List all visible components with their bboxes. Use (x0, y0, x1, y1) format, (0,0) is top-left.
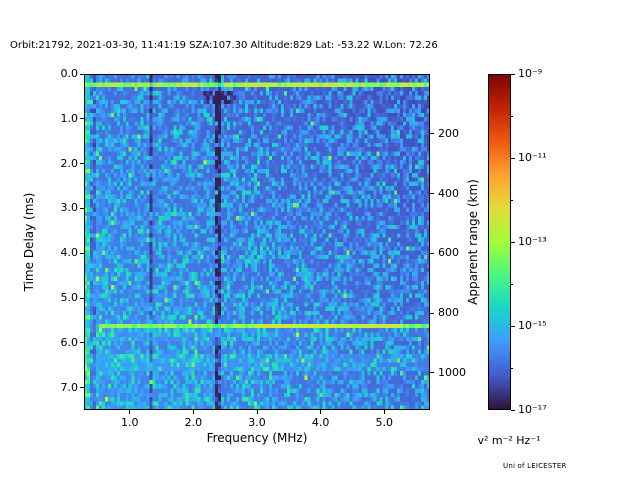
range-tick-label: 200 (438, 126, 459, 140)
y-tick-label: 7.0 (60, 380, 79, 394)
x-tick-label: 4.0 (311, 416, 330, 429)
colorbar-tick-label: 10⁻¹⁷ (518, 403, 547, 416)
x-tick-label: 1.0 (121, 416, 139, 429)
range-tick-mark (430, 372, 434, 374)
colorbar-tick-mark (511, 73, 515, 75)
x-tick-mark (320, 410, 322, 414)
y-tick-label: 5.0 (60, 291, 79, 304)
ionogram-heatmap (84, 74, 430, 410)
colorbar-tick-mark (511, 409, 515, 411)
x-tick-mark (383, 410, 385, 414)
x-tick-label: 3.0 (248, 416, 266, 429)
y-tick-mark (80, 342, 84, 344)
y-axis-label-left: Time Delay (ms) (22, 192, 36, 292)
colorbar-units-label: v² m⁻² Hz⁻¹ (477, 434, 541, 447)
colorbar-minor-tick-mark (511, 115, 513, 117)
x-tick-label: 2.0 (184, 416, 203, 429)
x-tick-mark (129, 410, 131, 414)
y-tick-label: 1.0 (60, 111, 79, 125)
y-tick-mark (80, 297, 84, 299)
range-tick-mark (430, 312, 434, 314)
colorbar-tick-mark (511, 157, 515, 159)
x-tick-label: 5.0 (375, 416, 393, 429)
x-tick-mark (256, 410, 258, 414)
range-tick-label: 600 (438, 246, 459, 260)
y-tick-mark (80, 252, 84, 254)
x-tick-mark (192, 410, 194, 414)
y-tick-label: 4.0 (60, 246, 79, 260)
range-tick-mark (430, 252, 434, 254)
range-tick-label: 800 (438, 306, 459, 320)
colorbar-minor-tick-mark (511, 199, 513, 201)
y-tick-mark (80, 163, 84, 165)
range-tick-mark (430, 193, 434, 195)
colorbar-tick-label: 10⁻¹³ (518, 235, 547, 248)
x-axis-label: Frequency (MHz) (206, 431, 308, 445)
y-tick-mark (80, 207, 84, 209)
y-tick-label: 0.0 (60, 67, 79, 80)
colorbar-tick-mark (511, 241, 515, 243)
colorbar-tick-mark (511, 325, 515, 327)
y-axis-label-right: Apparent range (km) (466, 179, 480, 305)
colorbar-tick-label: 10⁻¹¹ (518, 151, 547, 164)
range-tick-label: 1000 (438, 365, 466, 379)
colorbar-minor-tick-mark (511, 367, 513, 369)
y-tick-mark (80, 387, 84, 389)
plot-title: Orbit:21792, 2021-03-30, 11:41:19 SZA:10… (10, 40, 438, 51)
range-tick-mark (430, 133, 434, 135)
y-tick-label: 3.0 (60, 201, 79, 215)
colorbar-tick-label: 10⁻¹⁵ (518, 319, 547, 332)
y-tick-mark (80, 118, 84, 120)
colorbar-tick-label: 10⁻⁹ (518, 67, 543, 80)
range-tick-label: 400 (438, 186, 459, 200)
colorbar-minor-tick-mark (511, 283, 513, 285)
y-tick-mark (80, 73, 84, 75)
y-tick-label: 6.0 (60, 335, 79, 349)
credit-text: Uni of LEICESTER (503, 462, 567, 470)
colorbar-gradient (488, 74, 511, 410)
y-tick-label: 2.0 (60, 156, 79, 170)
